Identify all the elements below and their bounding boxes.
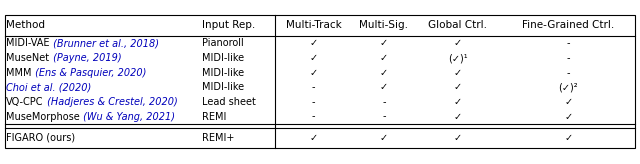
Text: -: - [382, 112, 386, 122]
Text: Multi-Track: Multi-Track [285, 20, 342, 30]
Text: VQ-CPC: VQ-CPC [6, 97, 44, 107]
Text: MuseMorphose: MuseMorphose [6, 112, 80, 122]
Text: MMM: MMM [6, 68, 32, 78]
Text: ✓: ✓ [564, 133, 572, 143]
Text: Pianoroll: Pianoroll [202, 38, 243, 48]
Text: ✓: ✓ [454, 38, 461, 48]
Text: (✓)²: (✓)² [559, 82, 578, 92]
Text: ✓: ✓ [380, 82, 388, 92]
Text: REMI: REMI [202, 112, 226, 122]
Text: (Payne, 2019): (Payne, 2019) [49, 53, 121, 63]
Text: -: - [312, 112, 316, 122]
Text: MuseNet: MuseNet [6, 53, 49, 63]
Text: Lead sheet: Lead sheet [202, 97, 255, 107]
Text: ✓: ✓ [564, 112, 572, 122]
Text: Input Rep.: Input Rep. [202, 20, 255, 30]
Text: (Ens & Pasquier, 2020): (Ens & Pasquier, 2020) [32, 68, 147, 78]
Text: ✓: ✓ [454, 133, 461, 143]
Bar [5, 15, 635, 148]
Text: FIGARO (ours): FIGARO (ours) [6, 133, 76, 143]
Text: MIDI-like: MIDI-like [202, 53, 244, 63]
Text: ✓: ✓ [454, 82, 461, 92]
Text: (Hadjeres & Crestel, 2020): (Hadjeres & Crestel, 2020) [44, 97, 178, 107]
Text: ✓: ✓ [454, 97, 461, 107]
Text: Fine-Grained Ctrl.: Fine-Grained Ctrl. [522, 20, 614, 30]
Text: MIDI-like: MIDI-like [202, 82, 244, 92]
Text: ✓: ✓ [310, 68, 317, 78]
Text: ✓: ✓ [380, 38, 388, 48]
Text: ✓: ✓ [310, 38, 317, 48]
Text: ✓: ✓ [380, 53, 388, 63]
Text: ✓: ✓ [380, 68, 388, 78]
Text: -: - [566, 53, 570, 63]
Text: Choi et al. (2020): Choi et al. (2020) [6, 82, 92, 92]
Text: REMI+: REMI+ [202, 133, 234, 143]
Text: -: - [312, 82, 316, 92]
Text: (Brunner et al., 2018): (Brunner et al., 2018) [50, 38, 159, 48]
Text: -: - [566, 38, 570, 48]
Text: ✓: ✓ [454, 68, 461, 78]
Text: ✓: ✓ [454, 112, 461, 122]
Text: Method: Method [6, 20, 45, 30]
Text: ✓: ✓ [310, 133, 317, 143]
Text: (✓)¹: (✓)¹ [448, 53, 467, 63]
Text: Multi-Sig.: Multi-Sig. [360, 20, 408, 30]
Text: MIDI-VAE: MIDI-VAE [6, 38, 50, 48]
Text: ✓: ✓ [564, 97, 572, 107]
Text: MIDI-like: MIDI-like [202, 68, 244, 78]
Text: ✓: ✓ [310, 53, 317, 63]
Text: (Wu & Yang, 2021): (Wu & Yang, 2021) [80, 112, 175, 122]
Text: -: - [382, 97, 386, 107]
Text: -: - [312, 97, 316, 107]
Text: ✓: ✓ [380, 133, 388, 143]
Text: -: - [566, 68, 570, 78]
Text: Global Ctrl.: Global Ctrl. [428, 20, 487, 30]
